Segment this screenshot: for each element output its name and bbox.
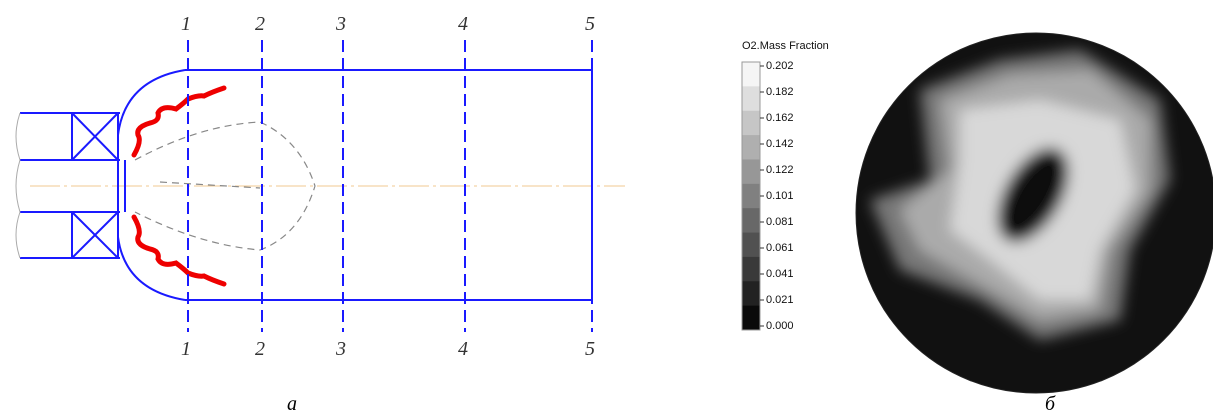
- section-label: 1: [181, 13, 191, 35]
- contour-plot: [856, 33, 1213, 393]
- colorbar-tick-label: 0.041: [766, 268, 794, 280]
- colorbar-band: [742, 86, 760, 111]
- section-label: 5: [585, 13, 595, 35]
- colorbar-band: [742, 135, 760, 160]
- colorbar-tick-label: 0.101: [766, 190, 794, 202]
- colorbar: 0.202 0.182 0.162 0.142 0.122 0.101 0.081 0.061…: [742, 60, 794, 332]
- colorbar-tick-label: 0.162: [766, 112, 794, 124]
- colorbar-band: [742, 159, 760, 184]
- combustor-diagram: [16, 70, 625, 300]
- colorbar-band: [742, 281, 760, 306]
- colorbar-band: [742, 233, 760, 258]
- colorbar-tick-label: 0.142: [766, 138, 794, 150]
- colorbar-band: [742, 62, 760, 87]
- colorbar-band: [742, 257, 760, 282]
- colorbar-tick-label: 0.000: [766, 320, 794, 332]
- colorbar-tick-label: 0.061: [766, 242, 794, 254]
- colorbar-tick-label: 0.021: [766, 294, 794, 306]
- colorbar-tick-label: 0.081: [766, 216, 794, 228]
- section-label: 3: [335, 338, 346, 360]
- figure: 1234512345 O2.Mass Fraction 0.2020.1820.…: [0, 0, 1213, 418]
- caption: а: [287, 393, 297, 415]
- colorbar-tick-label: 0.182: [766, 86, 794, 98]
- section-label: 3: [335, 13, 346, 35]
- section-label: 4: [458, 338, 468, 360]
- colorbar-band: [742, 208, 760, 233]
- section-label: 2: [255, 13, 265, 35]
- section-label: 1: [181, 338, 191, 360]
- colorbar-tick-label: 0.122: [766, 164, 794, 176]
- colorbar-title: O2.Mass Fraction: [742, 40, 829, 52]
- colorbar-band: [742, 111, 760, 136]
- caption: б: [1045, 393, 1056, 415]
- section-label: 5: [585, 338, 595, 360]
- colorbar-band: [742, 306, 760, 331]
- colorbar-tick-label: 0.202: [766, 60, 794, 72]
- colorbar-band: [742, 184, 760, 209]
- section-label: 4: [458, 13, 468, 35]
- section-label: 2: [255, 338, 265, 360]
